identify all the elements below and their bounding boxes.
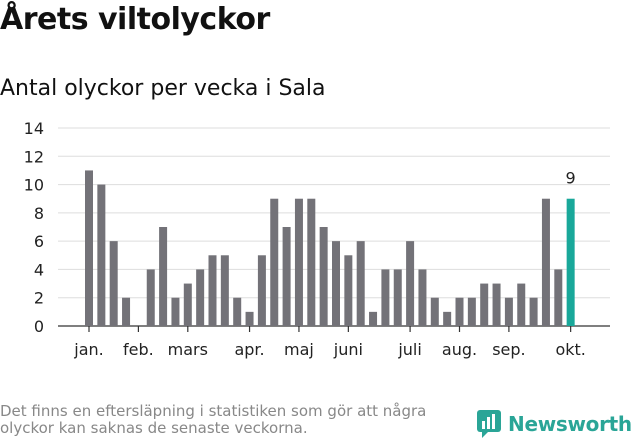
data-labels: 9 <box>566 169 576 188</box>
bar <box>196 269 205 326</box>
bar <box>220 255 229 326</box>
x-tick-label: feb. <box>123 340 154 359</box>
bar <box>369 311 378 326</box>
y-tick-label: 6 <box>34 232 44 251</box>
x-tick-label: jan. <box>73 340 103 359</box>
bar <box>146 269 155 326</box>
bar <box>159 227 168 326</box>
bar <box>541 198 550 326</box>
y-tick-label: 14 <box>24 119 44 138</box>
bar <box>282 227 291 326</box>
x-tick-label: mars <box>168 340 208 359</box>
bar <box>430 297 439 326</box>
x-tick-label: maj <box>284 340 314 359</box>
bar <box>233 297 242 326</box>
bar <box>517 283 526 326</box>
y-tick-label: 12 <box>24 147 44 166</box>
bar <box>171 297 180 326</box>
y-tick-label: 2 <box>34 289 44 308</box>
y-tick-label: 10 <box>24 176 44 195</box>
y-tick-label: 0 <box>34 317 44 336</box>
bar-chart: 0 2 4 6 8 10 12 14 jan. feb. mars apr. maj juni juli a… <box>24 119 610 359</box>
bar <box>270 198 279 326</box>
y-axis-ticks: 0 2 4 6 8 10 12 14 <box>24 119 44 336</box>
bar <box>406 241 415 326</box>
bar <box>393 269 402 326</box>
bar <box>122 297 131 326</box>
highlight-data-label: 9 <box>566 169 576 188</box>
bar <box>480 283 489 326</box>
y-tick-label: 4 <box>34 260 44 279</box>
bar <box>109 241 118 326</box>
bar <box>332 241 340 326</box>
brand-name: Newsworthy <box>508 412 631 436</box>
bar <box>245 311 254 326</box>
footnote: Det finns en eftersläpning i statistiken… <box>0 402 427 437</box>
bar <box>257 255 266 326</box>
bar <box>208 255 217 326</box>
bar <box>356 241 365 326</box>
x-axis-ticks: jan. feb. mars apr. maj juni juli aug. sep. okt. <box>73 326 586 359</box>
chart-title: Årets viltolyckor <box>0 2 270 37</box>
bar <box>85 170 93 326</box>
bar <box>183 283 192 326</box>
bar <box>319 227 328 326</box>
bar <box>294 198 303 326</box>
bar <box>418 269 427 326</box>
bar <box>443 311 452 326</box>
bar <box>529 297 538 326</box>
bar <box>307 198 316 326</box>
brand[interactable]: Newsworthy <box>476 408 631 440</box>
x-tick-label: juni <box>333 340 363 359</box>
x-tick-label: apr. <box>234 340 264 359</box>
x-tick-label: okt. <box>555 340 585 359</box>
bar-highlight <box>566 198 575 326</box>
bar <box>492 283 501 326</box>
newsworthy-logo-icon <box>477 410 501 438</box>
bar <box>455 297 464 326</box>
x-tick-label: juli <box>397 340 421 359</box>
chart-subtitle: Antal olyckor per vecka i Sala <box>0 76 326 101</box>
y-tick-label: 8 <box>34 204 44 223</box>
x-tick-label: aug. <box>442 340 477 359</box>
x-tick-label: sep. <box>492 340 525 359</box>
bar <box>381 269 390 326</box>
bar <box>504 297 513 326</box>
bar <box>344 255 353 326</box>
bar <box>467 297 476 326</box>
bar <box>97 184 106 326</box>
bar <box>554 269 563 326</box>
bars <box>85 170 575 326</box>
